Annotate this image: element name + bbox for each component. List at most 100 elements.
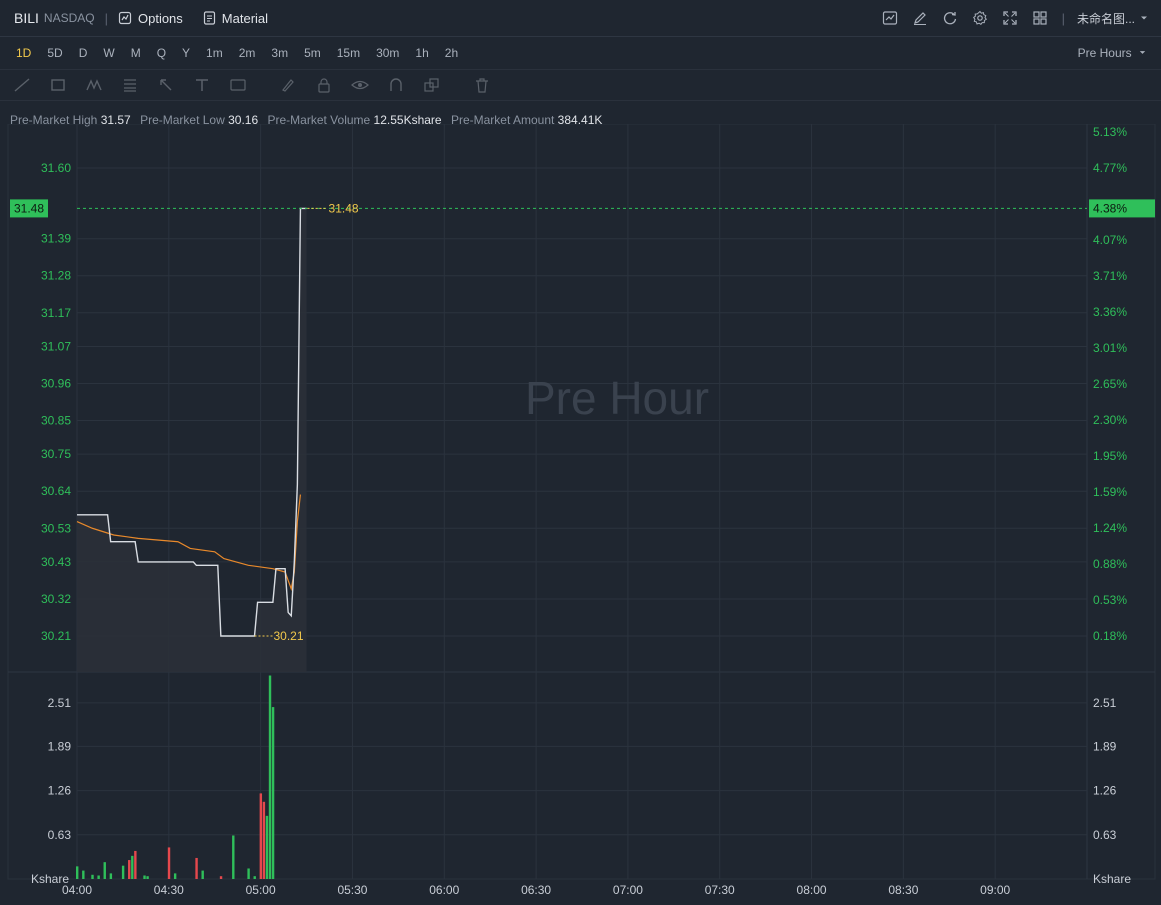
period-tab-5m[interactable]: 5m (304, 46, 321, 60)
session-select[interactable]: Pre Hours (1078, 46, 1147, 60)
layout-grid-icon[interactable] (1030, 8, 1050, 28)
annotation-tool-icon[interactable] (224, 75, 252, 95)
price-tick-label: 31.28 (41, 269, 71, 283)
volume-bar (143, 875, 146, 879)
volume-unit-label-left: Kshare (31, 872, 69, 886)
volume-bar (219, 876, 223, 879)
price-tick-label: 30.85 (41, 414, 71, 428)
period-tab-1d[interactable]: 1D (16, 46, 32, 60)
volume-tick-label-left: 2.51 (48, 696, 72, 710)
x-tick-label: 04:30 (154, 883, 184, 897)
fib-tool-icon[interactable] (116, 75, 144, 95)
x-tick-label: 06:00 (429, 883, 459, 897)
price-tick-label: 31.39 (41, 232, 71, 246)
chevron-down-icon (1139, 51, 1146, 54)
fullscreen-icon[interactable] (1000, 8, 1020, 28)
volume-tick-label-right: 2.51 (1093, 696, 1117, 710)
period-tab-1m[interactable]: 1m (206, 46, 223, 60)
price-tick-label: 30.75 (41, 447, 71, 461)
chart-frame (7, 124, 1156, 880)
pattern-tool-icon[interactable] (80, 75, 108, 95)
volume-bar (271, 707, 275, 879)
period-tab-15m[interactable]: 15m (336, 46, 361, 60)
material-button[interactable]: Material (203, 11, 268, 26)
volume-bar (91, 874, 94, 879)
period-tab-30m[interactable]: 30m (376, 46, 400, 60)
x-tick-label: 05:30 (337, 883, 367, 897)
volume-bar (173, 873, 177, 879)
options-button[interactable]: Options (118, 11, 183, 26)
low-marker-label: 30.21 (274, 629, 304, 643)
volume-bar (195, 857, 198, 879)
period-tab-q[interactable]: Q (156, 46, 167, 60)
price-tick-label: 31.60 (41, 161, 71, 175)
period-tab-m[interactable]: M (130, 46, 141, 60)
last-percent-label: 4.38% (1093, 201, 1127, 215)
clone-icon[interactable] (418, 75, 446, 95)
volume-bar (131, 855, 134, 879)
magnet-icon[interactable] (382, 75, 410, 95)
percent-tick-label: 1.95% (1093, 449, 1127, 463)
x-tick-label: 09:00 (980, 883, 1010, 897)
settings-icon[interactable] (970, 8, 990, 28)
period-tab-d[interactable]: D (78, 46, 88, 60)
period-tab-2h[interactable]: 2h (444, 46, 459, 60)
volume-bar (265, 815, 269, 879)
period-tab-1h[interactable]: 1h (415, 46, 429, 60)
options-icon (118, 11, 132, 25)
layout-name[interactable]: 未命名图... (1076, 11, 1135, 26)
percent-tick-label: 2.65% (1093, 377, 1127, 391)
trash-icon[interactable] (468, 75, 496, 95)
period-tab-3m[interactable]: 3m (271, 46, 289, 60)
symbol[interactable]: BILI (14, 10, 39, 26)
price-tick-label: 30.53 (41, 521, 71, 535)
volume-tick-label-left: 1.26 (48, 784, 72, 798)
period-tab-5d[interactable]: 5D (47, 46, 63, 60)
arrow-tool-icon[interactable] (152, 75, 180, 95)
volume-bar (167, 847, 171, 879)
volume-bar (128, 860, 131, 879)
lock-icon[interactable] (310, 75, 338, 95)
volume-tick-label-right: 1.26 (1093, 784, 1117, 798)
x-tick-label: 04:00 (62, 883, 92, 897)
volume-bar (97, 875, 100, 879)
period-tab-w[interactable]: W (103, 46, 115, 60)
text-tool-icon[interactable] (188, 75, 216, 95)
last-price-badge (10, 199, 48, 218)
x-tick-label: 08:00 (797, 883, 827, 897)
period-bar: 1D 5D D W M Q Y 1m 2m 3m 5m 15m 30m 1h 2h (0, 37, 1161, 70)
material-label: Material (221, 10, 269, 26)
exchange-label: NASDAQ (43, 11, 95, 25)
price-tick-label: 30.32 (41, 592, 71, 606)
volume-bar (247, 868, 250, 879)
drawing-toolbar (0, 70, 1161, 101)
replay-icon[interactable] (940, 8, 960, 28)
price-tick-label: 30.96 (41, 376, 71, 390)
chevron-down-icon[interactable] (1139, 13, 1149, 23)
volume-bar (262, 801, 266, 879)
price-tick-label: 30.43 (41, 555, 71, 569)
period-tab-2m[interactable]: 2m (238, 46, 256, 60)
last-price-label: 31.48 (14, 201, 44, 215)
volume-bar (146, 876, 149, 879)
draw-icon[interactable] (910, 8, 930, 28)
options-label: Options (137, 10, 183, 26)
divider: | (1061, 10, 1065, 26)
top-toolbar: BILI NASDAQ | Options Material | 未命名图... (0, 0, 1161, 37)
volume-tick-label-left: 1.89 (48, 739, 72, 753)
volume-bar (82, 870, 85, 879)
rectangle-tool-icon[interactable] (44, 75, 72, 95)
indicator-icon[interactable] (880, 8, 900, 28)
price-volume-chart[interactable]: 04:00 04:30 05:00 05:30 06:00 06:30 07:00 07:30… (0, 124, 1161, 905)
percent-tick-label: 1.59% (1093, 485, 1127, 499)
brush-tool-icon[interactable] (274, 75, 302, 95)
eye-icon[interactable] (346, 75, 374, 95)
volume-bar (109, 873, 113, 879)
trendline-tool-icon[interactable] (8, 75, 36, 95)
right-tools: | 未命名图... (870, 0, 1149, 36)
last-percent-badge (1089, 199, 1155, 218)
volume-bar (134, 850, 137, 879)
x-tick-label: 08:30 (888, 883, 918, 897)
price-tick-label: 30.21 (41, 629, 71, 643)
period-tab-y[interactable]: Y (182, 46, 191, 60)
